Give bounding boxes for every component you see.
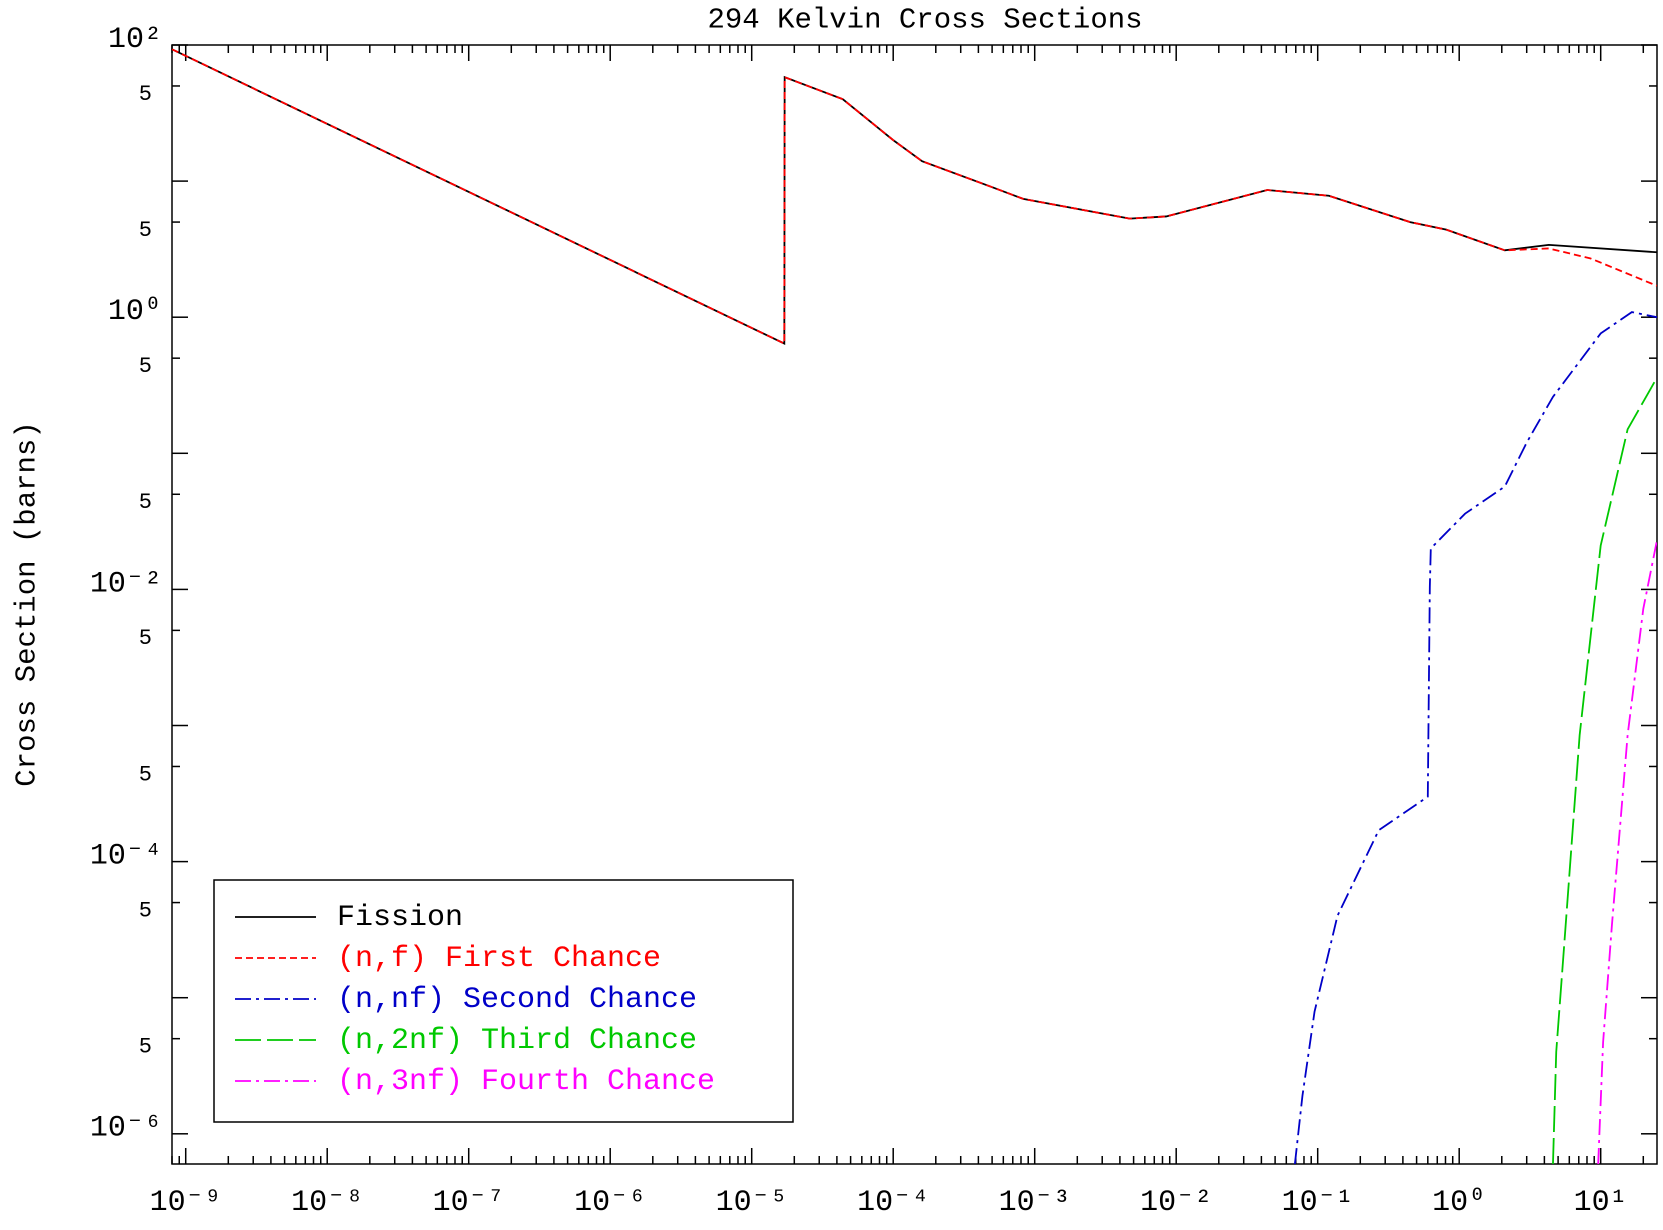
legend-label: (n,nf) Second Chance xyxy=(337,983,697,1017)
y-tick-label: 10⁻⁴ xyxy=(90,840,162,874)
x-tick-label: 10⁻⁷ xyxy=(433,1186,505,1220)
y-tick-label: 5 xyxy=(139,490,152,515)
y-tick-label: 5 xyxy=(139,762,152,787)
x-tick-label: 10⁰ xyxy=(1432,1186,1486,1220)
legend-label: (n,f) First Chance xyxy=(337,942,661,976)
series-line xyxy=(1293,311,1657,1164)
y-tick-label: 10⁻⁶ xyxy=(90,1112,162,1146)
y-tick-label: 5 xyxy=(139,218,152,243)
x-tick-label: 10⁻² xyxy=(1140,1186,1212,1220)
x-tick-label: 10⁻⁸ xyxy=(291,1186,363,1220)
x-tick-label: 10⁻⁴ xyxy=(857,1186,929,1220)
y-tick-label: 5 xyxy=(139,1034,152,1059)
plot-frame xyxy=(171,44,1658,1165)
y-tick-label: 10² xyxy=(108,23,162,57)
legend-label: Fission xyxy=(337,901,463,935)
plot-area xyxy=(172,48,1657,1164)
legend-label: (n,3nf) Fourth Chance xyxy=(337,1065,715,1099)
x-tick-label: 10⁻¹ xyxy=(1282,1186,1354,1220)
y-tick-label: 5 xyxy=(139,626,152,651)
y-tick-label: 5 xyxy=(139,82,152,107)
x-tick-label: 10⁻⁶ xyxy=(574,1186,646,1220)
legend-label: (n,2nf) Third Chance xyxy=(337,1024,697,1058)
x-tick-label: 10¹ xyxy=(1574,1186,1628,1220)
y-tick-label: 5 xyxy=(139,898,152,923)
y-axis-label: Cross Section (barns) xyxy=(11,421,44,786)
y-tick-label: 5 xyxy=(139,354,152,379)
y-tick-label: 10⁰ xyxy=(108,295,162,329)
legend-box xyxy=(213,879,794,1123)
series-line xyxy=(1597,539,1657,1164)
series-line xyxy=(172,48,1657,346)
x-tick-label: 10⁻⁵ xyxy=(716,1186,788,1220)
series-line xyxy=(172,48,1657,346)
x-tick-label: 10⁻⁹ xyxy=(150,1186,222,1220)
series-line xyxy=(1552,377,1657,1164)
x-tick-label: 10⁻³ xyxy=(999,1186,1071,1220)
chart-title: 294 Kelvin Cross Sections xyxy=(707,4,1142,37)
y-tick-label: 10⁻² xyxy=(90,567,162,601)
